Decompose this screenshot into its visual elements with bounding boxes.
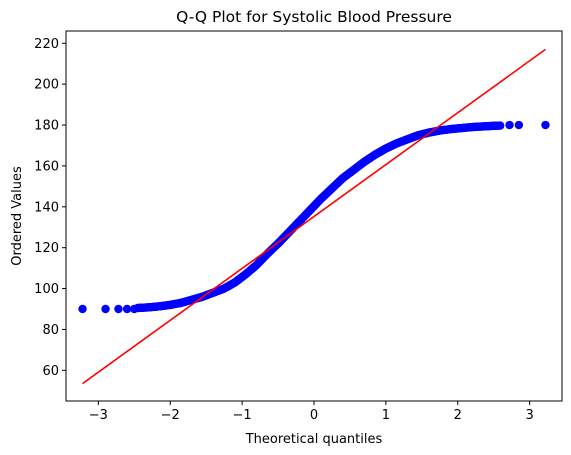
chart-title: Q-Q Plot for Systolic Blood Pressure <box>176 8 452 26</box>
y-tick-label: 180 <box>34 119 59 134</box>
x-tick-label: −2 <box>161 408 180 423</box>
reference-fit-line <box>82 48 546 385</box>
x-axis-label: Theoretical quantiles <box>245 432 383 447</box>
data-point-tail <box>101 304 110 314</box>
y-axis-ticks: 60 80 100 120 140 160 180 200 220 <box>34 37 66 379</box>
y-tick-label: 60 <box>42 364 59 379</box>
y-tick-label: 120 <box>34 241 59 256</box>
y-tick-label: 220 <box>34 37 59 52</box>
x-tick-label: −1 <box>233 408 252 423</box>
y-tick-label: 100 <box>34 282 59 297</box>
y-tick-label: 200 <box>34 78 59 93</box>
x-tick-label: −3 <box>89 408 108 423</box>
x-tick-label: 1 <box>382 408 390 423</box>
data-point-tail <box>130 304 139 314</box>
data-point-tail <box>122 304 132 314</box>
data-point <box>495 121 505 130</box>
y-axis-label: Ordered Values <box>10 166 25 266</box>
x-tick-label: 2 <box>454 408 462 423</box>
x-tick-label: 3 <box>526 408 534 423</box>
y-tick-label: 160 <box>34 159 59 174</box>
data-point-tail <box>505 120 514 130</box>
x-tick-label: 0 <box>310 408 318 423</box>
x-axis-ticks: −3 −2 −1 0 1 2 3 <box>89 401 534 423</box>
data-point-tail <box>514 120 524 130</box>
data-point-tail <box>114 304 123 314</box>
plot-area <box>78 48 550 385</box>
y-tick-label: 140 <box>34 200 59 215</box>
y-tick-label: 80 <box>42 323 59 338</box>
data-point-tail <box>78 304 87 314</box>
data-point-tail <box>541 120 550 130</box>
